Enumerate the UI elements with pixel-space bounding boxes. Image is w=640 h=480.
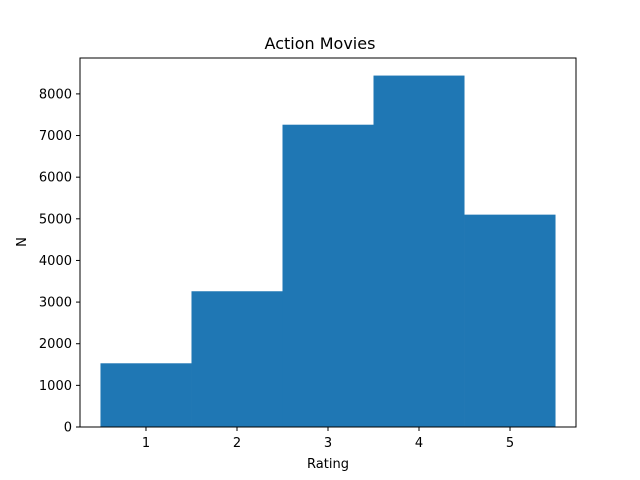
y-tick-label: 8000 [39, 87, 72, 102]
y-axis-ticks: 0 1000 2000 3000 4000 5000 6000 7000 8000 [39, 87, 80, 436]
x-tick-label: 2 [233, 436, 241, 451]
bar-rating-2 [191, 291, 283, 427]
y-tick-label: 0 [64, 421, 72, 436]
y-tick-label: 5000 [39, 212, 72, 227]
x-tick-label: 4 [415, 436, 423, 451]
bar-rating-4 [373, 75, 465, 428]
y-tick-label: 1000 [39, 379, 72, 394]
bar-rating-1 [100, 363, 192, 427]
y-tick-label: 4000 [39, 254, 72, 269]
x-axis-ticks: 1 2 3 4 5 [142, 427, 514, 451]
chart-title: Action Movies [265, 34, 376, 53]
y-tick-label: 3000 [39, 296, 72, 311]
y-tick-label: 6000 [39, 171, 72, 186]
bar-rating-3 [282, 124, 374, 427]
bars-group [100, 75, 556, 428]
x-axis-label: Rating [307, 457, 349, 472]
y-tick-label: 7000 [39, 129, 72, 144]
x-tick-label: 1 [142, 436, 150, 451]
bar-rating-5 [464, 214, 556, 427]
y-axis-label: N [15, 237, 30, 247]
x-tick-label: 5 [506, 436, 514, 451]
y-tick-label: 2000 [39, 337, 72, 352]
x-tick-label: 3 [324, 436, 332, 451]
